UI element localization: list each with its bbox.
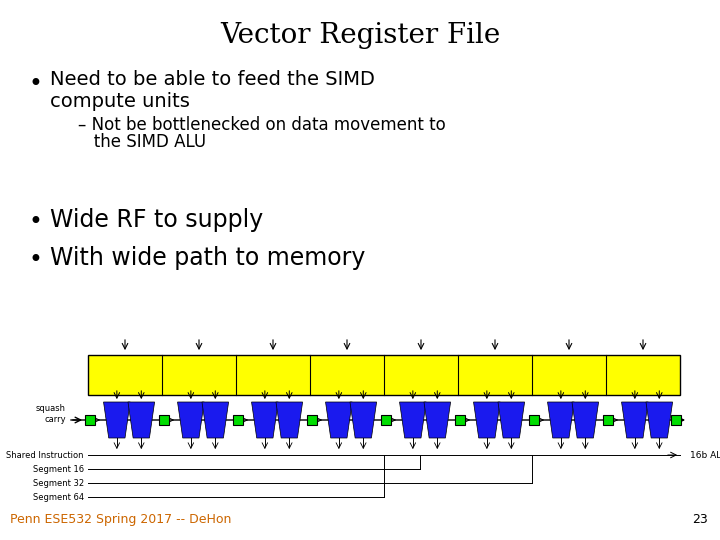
Text: squash
carry: squash carry bbox=[36, 404, 66, 424]
Text: the SIMD ALU: the SIMD ALU bbox=[78, 133, 206, 151]
Text: •: • bbox=[28, 248, 42, 272]
Polygon shape bbox=[621, 402, 648, 438]
Text: Need to be able to feed the SIMD: Need to be able to feed the SIMD bbox=[50, 70, 375, 89]
Bar bbox=[455, 415, 465, 425]
Text: Segment 32: Segment 32 bbox=[33, 478, 84, 488]
Text: Shared Instruction: Shared Instruction bbox=[6, 450, 84, 460]
Bar bbox=[529, 415, 539, 425]
Polygon shape bbox=[646, 402, 672, 438]
Polygon shape bbox=[572, 402, 598, 438]
Text: – Not be bottlenecked on data movement to: – Not be bottlenecked on data movement t… bbox=[78, 116, 446, 134]
Polygon shape bbox=[424, 402, 451, 438]
Bar bbox=[671, 415, 681, 425]
Polygon shape bbox=[178, 402, 204, 438]
Text: Segment 64: Segment 64 bbox=[33, 492, 84, 502]
Polygon shape bbox=[350, 402, 377, 438]
Bar bbox=[307, 415, 317, 425]
Bar bbox=[88, 355, 680, 395]
Text: Wide RF to supply: Wide RF to supply bbox=[50, 208, 264, 232]
Bar bbox=[381, 415, 391, 425]
Bar bbox=[159, 415, 169, 425]
Polygon shape bbox=[104, 402, 130, 438]
Text: compute units: compute units bbox=[50, 92, 190, 111]
Polygon shape bbox=[400, 402, 426, 438]
Text: With wide path to memory: With wide path to memory bbox=[50, 246, 365, 270]
Text: •: • bbox=[28, 210, 42, 234]
Polygon shape bbox=[276, 402, 302, 438]
Polygon shape bbox=[474, 402, 500, 438]
Polygon shape bbox=[128, 402, 155, 438]
Text: 23: 23 bbox=[692, 513, 708, 526]
Polygon shape bbox=[547, 402, 574, 438]
Text: Vector Register File: Vector Register File bbox=[220, 22, 500, 49]
Text: 16b ALU blocks: 16b ALU blocks bbox=[690, 450, 720, 460]
Polygon shape bbox=[498, 402, 525, 438]
Polygon shape bbox=[251, 402, 278, 438]
Text: Segment 16: Segment 16 bbox=[33, 464, 84, 474]
Text: •: • bbox=[28, 72, 42, 96]
Polygon shape bbox=[325, 402, 352, 438]
Polygon shape bbox=[202, 402, 228, 438]
Bar bbox=[233, 415, 243, 425]
Bar bbox=[603, 415, 613, 425]
Text: Penn ESE532 Spring 2017 -- DeHon: Penn ESE532 Spring 2017 -- DeHon bbox=[10, 513, 231, 526]
Bar bbox=[85, 415, 95, 425]
